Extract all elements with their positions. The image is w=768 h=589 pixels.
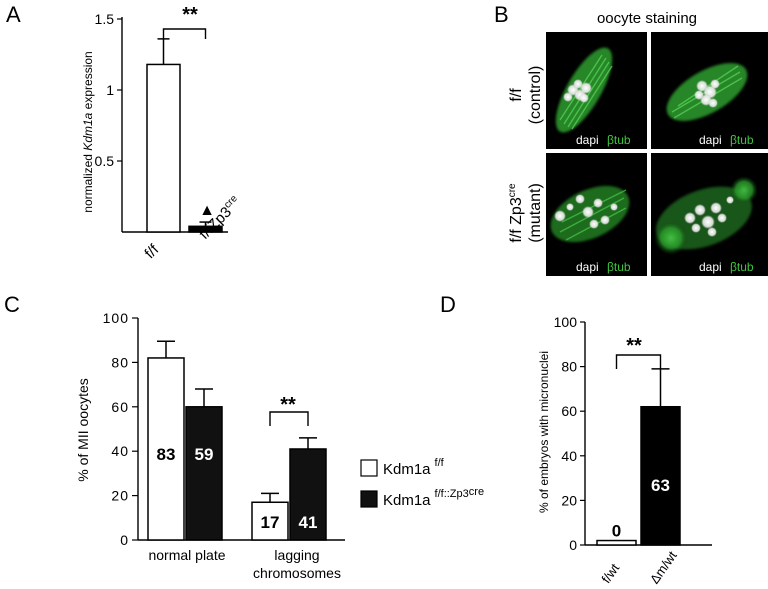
panel-c-group-normal: normal plate bbox=[148, 547, 225, 563]
panel-d-ytick-label: 20 bbox=[561, 492, 577, 508]
panel-d-xtick-fwt: f/wt bbox=[598, 561, 622, 586]
micrograph-3-dapi-label: dapi bbox=[576, 260, 599, 274]
panel-d-bar bbox=[640, 405, 681, 546]
panel-c-ytick-label: 20 bbox=[111, 488, 129, 504]
panel-c-significance-bracket bbox=[269, 411, 309, 426]
panel-c-bar bbox=[185, 406, 223, 541]
panel-c-ytick-label: 100 bbox=[103, 310, 129, 326]
micrograph-mutant-1: dapi βtub bbox=[546, 153, 647, 276]
panel-c-group-lagging-2: chromosomes bbox=[253, 565, 341, 581]
panel-c-bar-value-label: 59 bbox=[195, 445, 214, 464]
panel-c-ytick-label: 80 bbox=[111, 354, 129, 370]
panel-a-xtick-ff: f/f bbox=[141, 241, 162, 262]
panel-c-ytick-label: 0 bbox=[120, 532, 129, 548]
micrograph-3-btub-label: βtub bbox=[607, 260, 631, 274]
panel-c-bar-value-label: 41 bbox=[299, 513, 318, 532]
panel-c-chart: % of MII oocytes 100 80 60 40 20 0 83 17 59 41 *… bbox=[75, 310, 484, 581]
panel-c-ytick-label: 40 bbox=[111, 443, 129, 459]
panel-a-significance-bracket bbox=[162, 28, 207, 39]
panel-c-bar-value-label: 17 bbox=[261, 513, 280, 532]
panel-d-bar-value-label: 63 bbox=[651, 476, 670, 495]
micrograph-mutant-2: dapi βtub bbox=[651, 153, 768, 276]
panel-c-significance: ** bbox=[280, 394, 296, 416]
legend-swatch-ffzp3 bbox=[360, 490, 378, 508]
panel-d-bar-value-label: 0 bbox=[612, 522, 621, 541]
panel-letter-b: B bbox=[494, 2, 509, 27]
panel-d-ytick-label: 0 bbox=[569, 537, 577, 553]
panel-b-row1-label-b: (control) bbox=[527, 66, 544, 125]
micrograph-2-dapi-label: dapi bbox=[699, 133, 722, 147]
panel-b-images: oocyte staining f/f (control) f/f Zp3cre… bbox=[507, 10, 768, 276]
panel-d-xtick-dmwt: Δm/wt bbox=[647, 548, 680, 587]
panel-d-ytick-label: 80 bbox=[561, 359, 577, 375]
panel-letter-a: A bbox=[6, 2, 21, 27]
panel-letter-c: C bbox=[4, 292, 20, 317]
panel-c-ytick-label: 60 bbox=[111, 399, 129, 415]
panel-a-ytick-label: 0.5 bbox=[95, 153, 115, 169]
micrograph-2-btub-label: βtub bbox=[730, 133, 754, 147]
legend-swatch-ff bbox=[360, 459, 378, 477]
micrograph-4-dapi-label: dapi bbox=[699, 260, 722, 274]
micrograph-control-2: dapi βtub bbox=[651, 32, 768, 149]
panel-c-legend: Kdm1a f/f Kdm1a f/f::Zp3cre bbox=[360, 457, 484, 509]
panel-b-row1-label-a: f/f bbox=[508, 88, 525, 102]
panel-d-chart: % of embryos with micronuclei 100 80 60 40 2… bbox=[537, 314, 712, 587]
panel-d-significance-bracket bbox=[615, 354, 662, 369]
micrograph-4-btub-label: βtub bbox=[730, 260, 754, 274]
panel-a-ytick-label: 1 bbox=[106, 82, 114, 98]
panel-d-ylabel: % of embryos with micronuclei bbox=[537, 351, 551, 513]
panel-a-significance: ** bbox=[182, 4, 198, 26]
panel-a-bar bbox=[146, 63, 181, 233]
micrograph-1-btub-label: βtub bbox=[607, 133, 631, 147]
panel-d-ytick-label: 40 bbox=[561, 448, 577, 464]
panel-d-ytick-label: 60 bbox=[561, 403, 577, 419]
panel-c-ylabel: % of MII oocytes bbox=[75, 378, 91, 481]
panel-a-xtick-ffzp3: f/fZp3cre bbox=[195, 193, 245, 243]
panel-b-row2-label-a: f/f Zp3cre bbox=[507, 183, 525, 243]
panel-c-group-lagging-1: lagging bbox=[274, 547, 319, 563]
panel-c-bar bbox=[147, 357, 185, 541]
legend-label-ffzp3: Kdm1a f/f::Zp3cre bbox=[383, 486, 484, 509]
panel-d-bar bbox=[596, 539, 637, 546]
panel-a-marker: ▲ bbox=[199, 202, 215, 219]
panel-a-ylabel: normalized Kdm1a expression bbox=[81, 51, 95, 212]
panel-d-ytick-label: 100 bbox=[554, 314, 578, 330]
micrograph-control-1: dapi βtub bbox=[546, 32, 647, 149]
panel-c-bar-value-label: 83 bbox=[157, 445, 176, 464]
panel-a-chart: normalized Kdm1a expression 1.5 1 0.5 ** ▲… bbox=[81, 4, 245, 262]
panel-d-significance: ** bbox=[626, 335, 642, 357]
panel-letter-d: D bbox=[440, 292, 456, 317]
panel-b-row2-label-b: (mutant) bbox=[527, 183, 544, 243]
legend-label-ff: Kdm1a f/f bbox=[383, 457, 445, 478]
panel-b-title: oocyte staining bbox=[597, 10, 697, 27]
panel-a-ytick-label: 1.5 bbox=[95, 11, 115, 27]
micrograph-1-dapi-label: dapi bbox=[576, 133, 599, 147]
